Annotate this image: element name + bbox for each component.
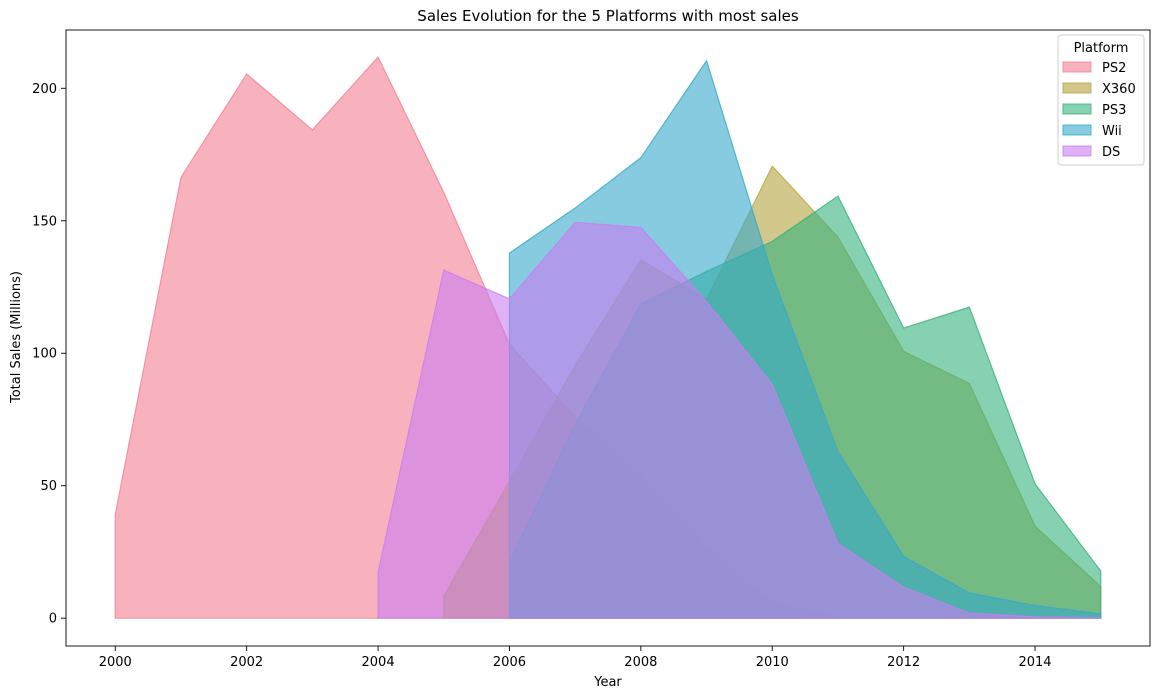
legend-label-ps2: PS2 xyxy=(1102,61,1126,76)
x-tick-label: 2006 xyxy=(493,655,526,670)
y-tick-label: 0 xyxy=(49,612,57,627)
x-tick-label: 2000 xyxy=(99,655,132,670)
x-tick-label: 2010 xyxy=(756,655,789,670)
legend: Platform PS2 X360 PS3 Wii DS xyxy=(1057,34,1145,166)
y-tick-label: 150 xyxy=(32,214,57,229)
area-ds xyxy=(377,221,1102,619)
x-tick-label: 2008 xyxy=(624,655,657,670)
x-axis-ticks: 2000 2002 2004 2006 2008 2010 2012 2014 xyxy=(99,646,1052,670)
plot-frame xyxy=(65,29,1151,647)
x-tick-label: 2002 xyxy=(230,655,263,670)
legend-swatch-wii xyxy=(1062,124,1092,136)
y-tick-label: 100 xyxy=(32,347,57,362)
legend-swatch-ds xyxy=(1062,145,1092,157)
legend-swatch-x360 xyxy=(1062,82,1092,94)
legend-label-ds: DS xyxy=(1102,145,1120,160)
y-tick-label: 200 xyxy=(32,82,57,97)
legend-swatch-ps3 xyxy=(1062,103,1092,115)
x-tick-label: 2012 xyxy=(887,655,920,670)
legend-label-wii: Wii xyxy=(1102,124,1122,139)
x-axis-title: Year xyxy=(593,675,622,690)
area-series-group xyxy=(114,55,1102,619)
legend-label-x360: X360 xyxy=(1102,82,1136,97)
legend-swatch-ps2 xyxy=(1062,61,1092,73)
y-tick-label: 50 xyxy=(40,479,57,494)
chart-title: Sales Evolution for the 5 Platforms with… xyxy=(417,7,799,25)
x-tick-label: 2014 xyxy=(1018,655,1051,670)
x-tick-label: 2004 xyxy=(362,655,395,670)
legend-label-ps3: PS3 xyxy=(1102,103,1126,118)
y-axis-title: Total Sales (Millions) xyxy=(9,271,24,404)
y-axis-ticks: 0 50 100 150 200 xyxy=(32,82,66,627)
legend-title: Platform xyxy=(1074,41,1129,56)
